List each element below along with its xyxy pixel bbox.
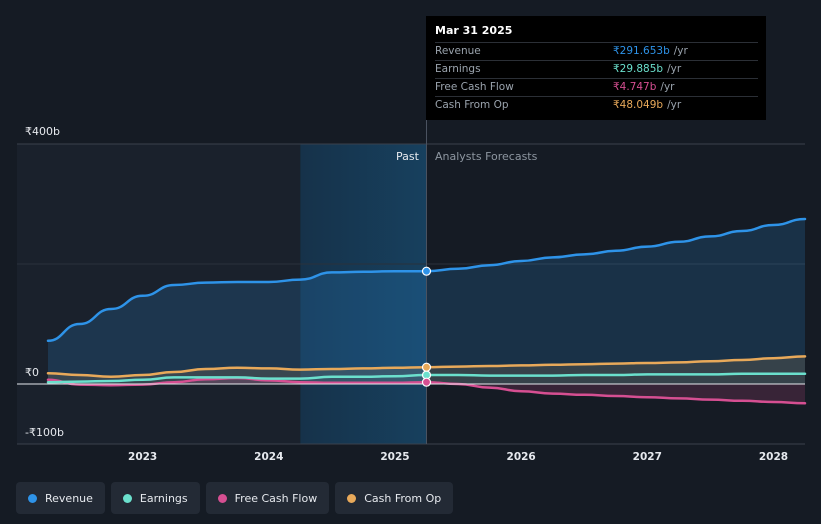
tooltip-value: ₹48.049b bbox=[613, 99, 664, 111]
tooltip-value: ₹29.885b bbox=[613, 63, 664, 75]
recent-past-highlight bbox=[300, 144, 427, 444]
y-tick-label-400: ₹400b bbox=[25, 125, 60, 138]
tooltip-row-revenue: Revenue ₹291.653b /yr bbox=[435, 43, 758, 61]
revenue-dot-icon bbox=[28, 493, 37, 503]
tooltip-unit: /yr bbox=[660, 81, 675, 93]
legend-item-cash-from-op[interactable]: Cash From Op bbox=[335, 482, 454, 514]
tooltip-unit: /yr bbox=[667, 99, 682, 111]
tooltip-unit: /yr bbox=[673, 45, 688, 57]
tooltip-unit: /yr bbox=[667, 63, 682, 75]
revenue-marker bbox=[421, 266, 432, 276]
legend-label: Revenue bbox=[45, 491, 93, 505]
past-label: Past bbox=[396, 150, 419, 163]
cfo-dot-icon bbox=[347, 493, 357, 503]
y-tick-label-0: ₹0 bbox=[25, 366, 39, 379]
tooltip-row-earnings: Earnings ₹29.885b /yr bbox=[435, 61, 758, 79]
x-tick-label-2027: 2027 bbox=[632, 451, 662, 463]
x-tick-label-2025: 2025 bbox=[380, 451, 410, 463]
tooltip-label: Revenue bbox=[435, 45, 481, 57]
legend-item-free-cash-flow[interactable]: Free Cash Flow bbox=[205, 482, 330, 514]
x-tick-label-2023: 2023 bbox=[128, 451, 158, 463]
x-tick-label-2028: 2028 bbox=[758, 451, 789, 463]
free-cash-flow-marker bbox=[421, 377, 432, 387]
tooltip-row-fcf: Free Cash Flow ₹4.747b /yr bbox=[435, 79, 758, 97]
tooltip-label: Free Cash Flow bbox=[435, 81, 514, 93]
cash-from-op-marker bbox=[421, 362, 432, 372]
earnings-dot-icon bbox=[122, 493, 132, 503]
legend-label: Free Cash Flow bbox=[234, 491, 318, 505]
legend-label: Cash From Op bbox=[364, 491, 442, 505]
tooltip-label: Earnings bbox=[435, 63, 481, 75]
tooltip-row-cfo: Cash From Op ₹48.049b /yr bbox=[435, 97, 758, 114]
forecast-label: Analysts Forecasts bbox=[435, 150, 538, 163]
legend: Revenue Earnings Free Cash Flow Cash Fro… bbox=[16, 482, 454, 514]
legend-label: Earnings bbox=[139, 491, 188, 505]
tooltip-date: Mar 31 2025 bbox=[435, 23, 758, 43]
fcf-dot-icon bbox=[217, 493, 227, 503]
x-tick-label-2024: 2024 bbox=[254, 451, 284, 463]
x-tick-label-2026: 2026 bbox=[506, 451, 536, 463]
tooltip-value: ₹4.747b bbox=[613, 81, 657, 93]
tooltip: Mar 31 2025 Revenue ₹291.653b /yr Earnin… bbox=[426, 16, 766, 120]
legend-item-earnings[interactable]: Earnings bbox=[110, 482, 200, 514]
past-region bbox=[17, 144, 301, 444]
tooltip-value: ₹291.653b bbox=[613, 45, 670, 57]
tooltip-label: Cash From Op bbox=[435, 99, 509, 111]
y-tick-label-neg100: -₹100b bbox=[25, 426, 64, 439]
legend-item-revenue[interactable]: Revenue bbox=[16, 482, 105, 514]
